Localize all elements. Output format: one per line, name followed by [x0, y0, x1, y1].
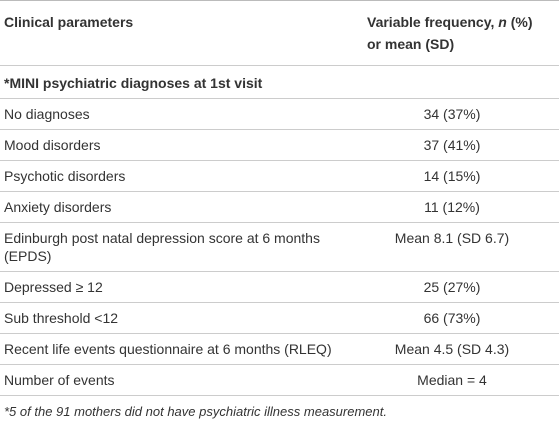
table-cell: Edinburgh post natal depression score at…	[4, 230, 320, 264]
table-cell: Recent life events questionnaire at 6 mo…	[4, 341, 332, 357]
table-row: Sub threshold <12 66 (73%)	[0, 303, 559, 334]
table-row: Depressed ≥ 12 25 (27%)	[0, 272, 559, 303]
table-cell: Mean 8.1 (SD 6.7)	[394, 230, 510, 246]
table-cell: Number of events	[4, 372, 115, 388]
table-cell: Psychotic disorders	[4, 168, 126, 184]
header-text: Variable frequency,	[367, 14, 499, 30]
header-text: n	[498, 14, 507, 30]
table-row: Mood disorders 37 (41%)	[0, 130, 559, 161]
footnote: *5 of the 91 mothers did not have psychi…	[4, 404, 387, 419]
table-cell: Median = 4	[417, 372, 487, 388]
table-row: Edinburgh post natal depression score at…	[0, 223, 559, 272]
table-cell: Mean 4.5 (SD 4.3)	[394, 341, 510, 357]
table-cell: 37 (41%)	[423, 137, 481, 153]
header-line: or mean (SD)	[367, 36, 455, 52]
table-cell: Depressed ≥ 12	[4, 279, 103, 295]
section-title: *MINI psychiatric diagnoses at 1st visit	[4, 75, 263, 91]
header-cell: Variable frequency, n (%) or mean (SD)	[345, 1, 559, 65]
table-row: Recent life events questionnaire at 6 mo…	[0, 334, 559, 365]
table-cell: Mood disorders	[4, 137, 101, 153]
table-cell: 11 (12%)	[424, 199, 480, 215]
header-cell: Clinical parameters	[4, 14, 134, 30]
table-row: Anxiety disorders 11 (12%)	[0, 192, 559, 223]
table-row: Number of events Median = 4	[0, 365, 559, 396]
header-row: Clinical parameters Variable frequency, …	[0, 1, 559, 66]
header-text: (%)	[506, 14, 533, 30]
table-cell: 66 (73%)	[423, 310, 481, 326]
table-row: No diagnoses 34 (37%)	[0, 99, 559, 130]
table-cell: No diagnoses	[4, 106, 90, 122]
table-cell: Anxiety disorders	[4, 199, 112, 215]
table-body: No diagnoses 34 (37%) Mood disorders 37 (41…	[0, 99, 559, 396]
table-cell: 14 (15%)	[423, 168, 481, 184]
table-row: Psychotic disorders 14 (15%)	[0, 161, 559, 192]
section-row: *MINI psychiatric diagnoses at 1st visit	[0, 66, 559, 99]
table-cell: 34 (37%)	[423, 106, 481, 122]
header-line: Variable frequency, n (%)	[367, 11, 559, 33]
table-cell: 25 (27%)	[423, 279, 481, 295]
table-cell: Sub threshold <12	[4, 310, 119, 326]
